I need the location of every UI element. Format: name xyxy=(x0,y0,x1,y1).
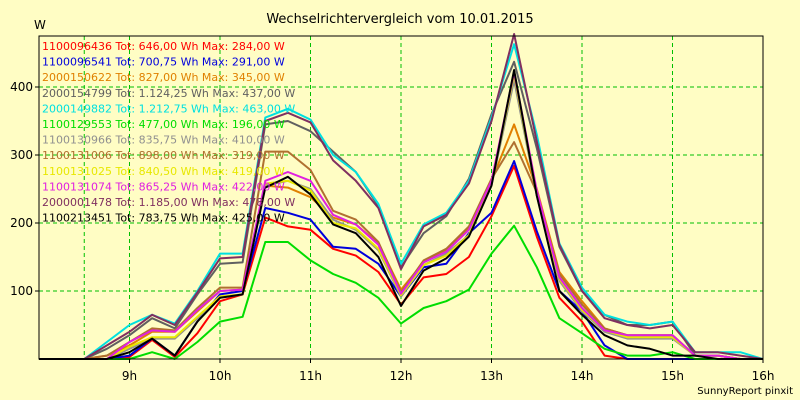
legend-entry: 1100129553 Tot: 477,00 Wh Max: 196,00 W xyxy=(42,118,285,131)
y-tick-label: 100 xyxy=(10,284,33,298)
y-tick-label: 400 xyxy=(10,80,33,94)
legend-entry: 1100131006 Tot: 898,00 Wh Max: 319,00 W xyxy=(42,149,285,162)
axes: 9h 10h 11h 12h 13h 14h 15h 16h 100 200 300 400 xyxy=(10,35,775,383)
plot-frame xyxy=(38,35,764,360)
x-tick-label: 10h xyxy=(209,369,232,383)
legend: 1100096436 Tot: 646,00 Wh Max: 284,00 W 1… xyxy=(42,40,295,225)
series-line xyxy=(39,224,763,360)
legend-entry: 2000154799 Tot: 1.124,25 Wh Max: 437,00 … xyxy=(42,87,295,100)
legend-entry: 1100131025 Tot: 840,50 Wh Max: 419,00 W xyxy=(42,165,285,178)
series-line xyxy=(39,69,763,360)
x-tick-label: 16h xyxy=(752,369,775,383)
x-tick-label: 14h xyxy=(571,369,594,383)
y-axis-label: W xyxy=(34,18,46,32)
legend-entry: 1100130966 Tot: 835,75 Wh Max: 410,00 W xyxy=(42,134,285,147)
series-line xyxy=(39,73,763,360)
x-tick-label: 15h xyxy=(661,369,684,383)
legend-entry: 1100213451 Tot: 783,75 Wh Max: 425,00 W xyxy=(42,212,285,225)
y-tick-label: 300 xyxy=(10,148,33,162)
footer-credit: SunnyReport pinxit xyxy=(697,386,793,397)
x-tick-label: 13h xyxy=(480,369,503,383)
y-tick-label: 200 xyxy=(10,216,33,230)
legend-entry: 2000150622 Tot: 827,00 Wh Max: 345,00 W xyxy=(42,71,285,84)
legend-entry: 1100096541 Tot: 700,75 Wh Max: 291,00 W xyxy=(42,56,285,69)
x-tick-label: 11h xyxy=(299,369,322,383)
legend-entry: 2000001478 Tot: 1.185,00 Wh Max: 478,00 … xyxy=(42,196,295,209)
legend-entry: 1100131074 Tot: 865,25 Wh Max: 422,00 W xyxy=(42,180,285,193)
legend-entry: 1100096436 Tot: 646,00 Wh Max: 284,00 W xyxy=(42,40,285,53)
series-line xyxy=(39,33,764,360)
x-tick-label: 12h xyxy=(390,369,413,383)
x-tick-label: 9h xyxy=(122,369,137,383)
series-line xyxy=(39,71,763,360)
chart-title: Wechselrichtervergleich vom 10.01.2015 xyxy=(266,12,533,27)
legend-entry: 2000149882 Tot: 1.212,75 Wh Max: 463,00 … xyxy=(42,102,295,115)
series-line xyxy=(39,79,763,360)
